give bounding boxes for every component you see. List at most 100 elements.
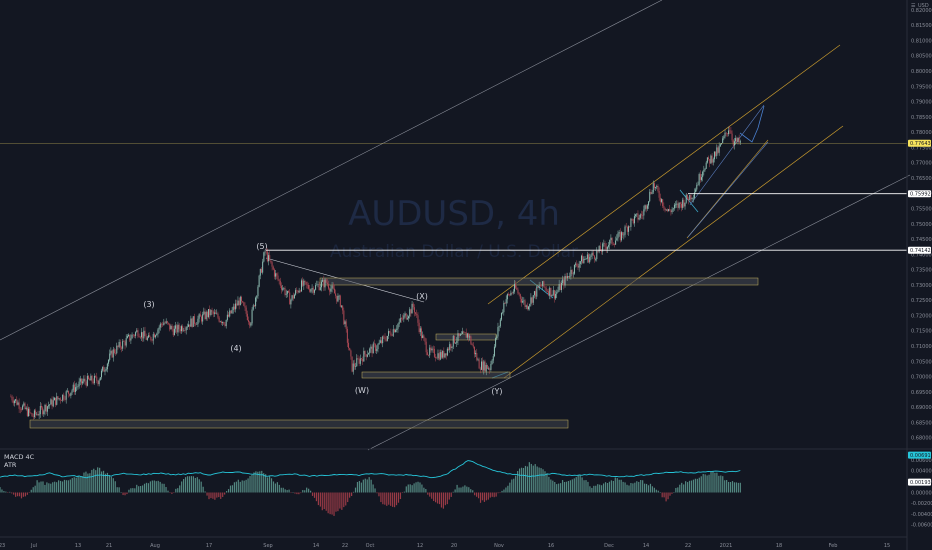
horizontal-levels[interactable] (0, 142, 907, 251)
candle-body (40, 406, 42, 408)
zone-rectangle-3[interactable] (29, 419, 569, 429)
trend-channel-lower[interactable] (367, 174, 911, 451)
candle-body (563, 279, 565, 286)
macd-bar (733, 482, 736, 493)
macd-bar (636, 481, 638, 493)
macd-bar (239, 481, 241, 493)
candle-body (337, 295, 339, 302)
candle-body (258, 275, 260, 287)
candle-body (556, 292, 558, 294)
axis-menu-icon[interactable]: ☰ (911, 3, 916, 9)
candle-body (357, 358, 359, 359)
indicator-pane[interactable] (0, 460, 741, 516)
candle-body (286, 290, 288, 294)
macd-bar (268, 476, 271, 493)
candle-body (353, 363, 355, 367)
candle-body (111, 350, 113, 358)
macd-bar (224, 492, 226, 495)
macd-bar (425, 489, 427, 493)
candle-body (108, 359, 110, 364)
candle-body (708, 157, 710, 160)
candle-body (164, 322, 166, 324)
macd-bar (186, 476, 189, 493)
candle-body (290, 299, 292, 305)
candle-body (299, 290, 301, 292)
orange-channel-lower[interactable] (503, 125, 844, 379)
candle-body (271, 262, 273, 267)
macd-bar (737, 482, 739, 493)
blue-arrow-path[interactable] (739, 105, 765, 143)
macd-bar (487, 492, 489, 500)
macd-bar (575, 477, 577, 493)
candle-body (311, 288, 313, 290)
candle-body (39, 406, 41, 415)
candle-body (226, 314, 228, 320)
candle-body (404, 313, 406, 316)
candle-body (38, 414, 40, 416)
macd-bar (679, 484, 681, 493)
price-axis[interactable]: 0.82000 0.81500 0.81000 0.80500 0.80000 0.795… (911, 8, 932, 442)
macd-bar (58, 480, 60, 493)
macd-bar (438, 492, 441, 505)
candle-body (495, 338, 497, 347)
candle-body (486, 364, 488, 369)
blue-channel-upper[interactable] (689, 104, 765, 206)
macd-bar (321, 492, 323, 511)
macd-bar (474, 492, 476, 496)
candle-body (153, 334, 155, 338)
candle-body (308, 284, 310, 289)
price-tag-box (908, 190, 931, 198)
orange-channel-upper[interactable] (487, 44, 841, 305)
macd-bar (216, 492, 218, 498)
macd-bar (245, 479, 247, 493)
blue-wedge-lines[interactable] (679, 189, 699, 213)
candle-body (615, 240, 617, 245)
macd-bar (48, 483, 50, 493)
candle-body (370, 346, 372, 349)
candle-body (624, 226, 626, 235)
price-tick-label: 0.73000 (911, 283, 932, 289)
candle-body (670, 210, 672, 213)
candle-body (73, 384, 75, 392)
macd-bar (188, 476, 191, 493)
price-tag-box (908, 246, 931, 254)
candle-body (184, 330, 186, 331)
trend-channel-upper[interactable] (0, 0, 663, 341)
candle-body (140, 332, 142, 338)
candle-body (683, 199, 685, 207)
macd-bar (370, 479, 372, 493)
blue-channel-lower[interactable] (687, 141, 769, 238)
macd-bar (40, 481, 42, 493)
macd-bar (556, 484, 558, 493)
candle-body (124, 341, 126, 346)
orange-channel-middle[interactable] (686, 139, 769, 239)
macd-bar (409, 484, 411, 493)
candle-body (180, 326, 182, 332)
candle-body (455, 342, 457, 344)
macd-bar (136, 484, 138, 493)
macd-bar (602, 483, 605, 493)
candle-body (643, 209, 645, 216)
macd-bar (534, 464, 536, 493)
time-tick-label: 20 (451, 543, 457, 549)
candle-body (557, 290, 559, 293)
macd-bar (476, 492, 478, 497)
candle-body (508, 294, 510, 295)
candle-body (693, 192, 695, 198)
candle-body (342, 305, 344, 311)
price-tag-box (908, 478, 931, 486)
macd-bar (667, 492, 669, 500)
candle-body (555, 293, 557, 299)
candle-body (360, 358, 362, 360)
macd-bar (38, 482, 40, 493)
candle-body (489, 368, 491, 370)
macd-bar (202, 486, 204, 493)
macd-bar (253, 472, 255, 493)
candle-body (168, 322, 170, 324)
zone-rectangle-2[interactable] (361, 371, 511, 379)
candle-body (33, 410, 35, 417)
time-axis[interactable]: 23 Jul 13 21 Aug 17 Sep 14 22 Oct 12 20 Nov 16 Dec 14 22… (0, 543, 890, 549)
macd-bar (651, 486, 654, 493)
macd-bar (681, 482, 683, 493)
